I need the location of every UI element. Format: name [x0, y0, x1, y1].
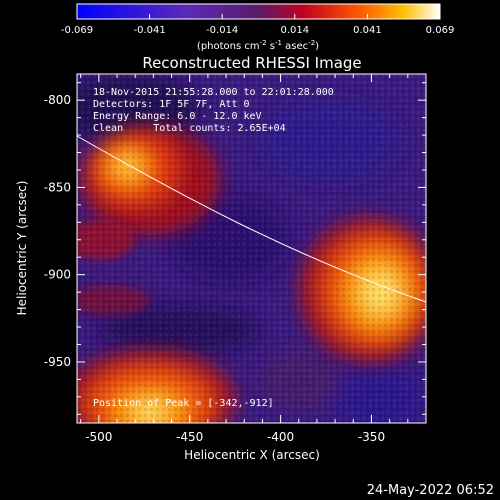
plot-title: Reconstructed RHESSI Image	[142, 54, 361, 72]
y-axis-label: Heliocentric Y (arcsec)	[15, 181, 29, 316]
y-tick-label: -850	[44, 180, 71, 194]
colorbar-tick-label-1: -0.041	[133, 25, 165, 36]
annotation-peak-position: Position of Peak = [-342,-912]	[93, 398, 274, 409]
annotation-method-counts: Clean Total counts: 2.65E+04	[93, 123, 286, 134]
x-axis-label: Heliocentric X (arcsec)	[184, 448, 320, 462]
colorbar-gradient	[76, 3, 441, 20]
annotation-energy-range: Energy Range: 6.0 - 12.0 keV	[93, 111, 262, 122]
solar-limb-line	[76, 135, 427, 303]
footer-date: 24-May-2022 06:52	[367, 483, 494, 498]
annotation-detectors: Detectors: 1F 5F 7F, Att 0	[93, 99, 250, 110]
x-tick-label: -500	[85, 430, 112, 444]
y-tick-label: -800	[44, 93, 71, 107]
x-tick-label: -450	[176, 430, 203, 444]
y-tick-label: -950	[44, 355, 71, 369]
colorbar-unit-label: (photons cm-2 s-1 asec-2)	[197, 39, 319, 52]
x-tick-label: -400	[267, 430, 294, 444]
annotations: 18-Nov-2015 21:55:28.000 to 22:01:28.000…	[93, 87, 334, 409]
y-axis-ticks: -800 -850 -900 -950	[44, 82, 426, 415]
plot-frame	[76, 73, 427, 424]
colorbar-tick-label-5: 0.069	[426, 25, 455, 36]
colorbar-tick-label-3: 0.014	[280, 25, 309, 36]
colorbar-tick-label-4: 0.041	[353, 25, 382, 36]
colorbar-ticks	[76, 14, 441, 19]
y-tick-label: -900	[44, 268, 71, 282]
x-axis-ticks: -500 -450 -400 -350	[80, 74, 427, 444]
colorbar-tick-label-2: -0.014	[206, 25, 238, 36]
colorbar: -0.069 -0.041 -0.014 0.014 0.041 0.069 (…	[61, 3, 455, 52]
x-tick-label: -350	[358, 430, 385, 444]
colorbar-tick-label-0: -0.069	[61, 25, 93, 36]
annotation-time-range: 18-Nov-2015 21:55:28.000 to 22:01:28.000	[93, 87, 334, 98]
